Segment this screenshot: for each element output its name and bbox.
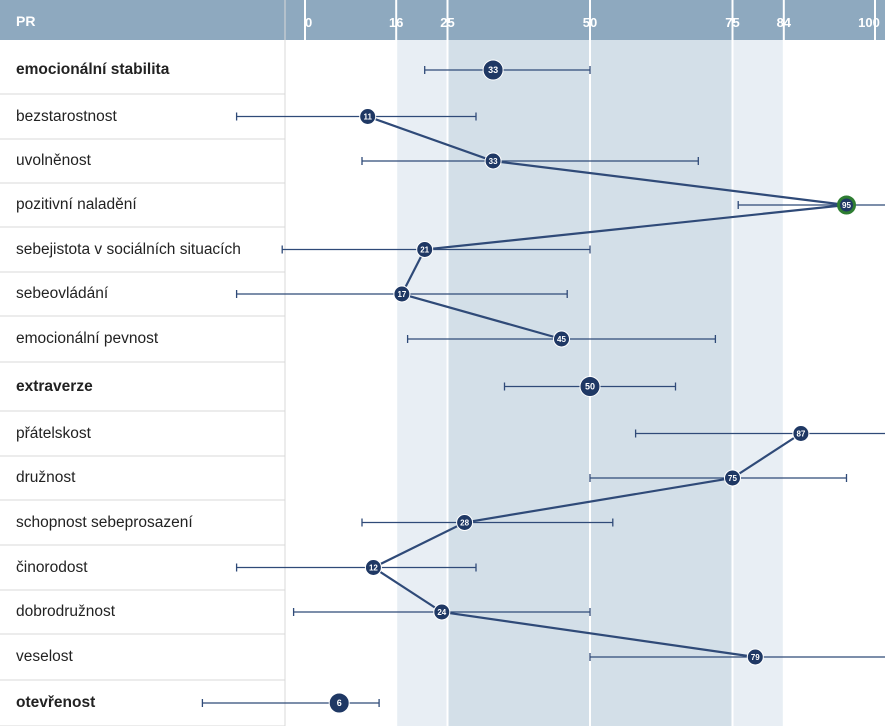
data-point-marker xyxy=(792,425,810,442)
x-tick-label-84: 84 xyxy=(777,15,792,30)
data-point-marker xyxy=(484,152,502,170)
row-label: extraverze xyxy=(16,377,93,395)
row-label: sebejistota v sociálních situacích xyxy=(16,240,241,258)
profile-line-group-A xyxy=(367,115,847,341)
x-tick-label-50: 50 xyxy=(583,15,597,30)
data-point-marker xyxy=(433,603,451,621)
row-label: schopnost sebeprosazení xyxy=(16,513,193,531)
row-label: emocionální stabilita xyxy=(16,61,170,78)
data-point-value-label: 11 xyxy=(363,113,372,122)
header-bar xyxy=(0,0,885,40)
row-label: pozitivní naladění xyxy=(16,196,137,213)
data-point-value-label: 33 xyxy=(488,65,498,75)
data-point-value-label: 50 xyxy=(585,382,595,392)
data-point-marker xyxy=(393,285,411,303)
data-point-marker xyxy=(482,59,504,81)
data-point-value-label: 21 xyxy=(420,246,429,255)
data-point-marker xyxy=(328,692,350,714)
data-point-value-label: 17 xyxy=(397,290,406,299)
data-point-value-label: 95 xyxy=(842,201,851,210)
data-point-value-label: 87 xyxy=(796,430,805,439)
data-point-value-label: 75 xyxy=(728,474,737,483)
data-point-value-label: 33 xyxy=(489,157,498,166)
x-tick-label-75: 75 xyxy=(725,15,739,30)
data-point-marker xyxy=(724,469,741,487)
data-point-marker xyxy=(837,195,856,215)
row-label-column: PR emocionální stabilita bezstarostnost uv… xyxy=(0,0,285,726)
pr-column-header: PR xyxy=(16,13,36,29)
row-label: uvolněnost xyxy=(16,152,91,169)
data-point-value-label: 79 xyxy=(751,653,760,662)
row-label: bezstarostnost xyxy=(16,107,117,125)
row-label: veselost xyxy=(16,648,73,665)
data-point-marker xyxy=(579,376,601,397)
data-point-marker xyxy=(746,648,764,666)
row-label: emocionální pevnost xyxy=(16,330,159,347)
data-point-value-label: 6 xyxy=(337,698,342,708)
profile-line-group-B xyxy=(371,432,802,659)
data-point-marker xyxy=(359,108,377,125)
data-point-marker xyxy=(553,330,570,348)
row-label: dobrodružnost xyxy=(16,603,116,620)
data-point-marker xyxy=(456,514,474,531)
row-label: sebeovládání xyxy=(16,285,109,302)
data-point-value-label: 28 xyxy=(460,519,469,528)
row-label: družnost xyxy=(16,469,76,486)
row-label: přátelskost xyxy=(16,424,91,442)
data-point-value-label: 12 xyxy=(369,564,378,573)
data-point-marker xyxy=(364,559,382,576)
row-label: otevřenost xyxy=(16,694,96,711)
data-point-value-label: 24 xyxy=(437,608,446,617)
x-tick-label-100: 100 xyxy=(858,15,880,30)
data-point-value-label: 45 xyxy=(557,335,566,344)
x-tick-label-0: 0 xyxy=(305,15,312,30)
x-tick-label-25: 25 xyxy=(440,15,454,30)
x-tick-label-16: 16 xyxy=(389,15,403,30)
row-label: činorodost xyxy=(16,558,88,576)
data-point-marker xyxy=(416,241,434,258)
